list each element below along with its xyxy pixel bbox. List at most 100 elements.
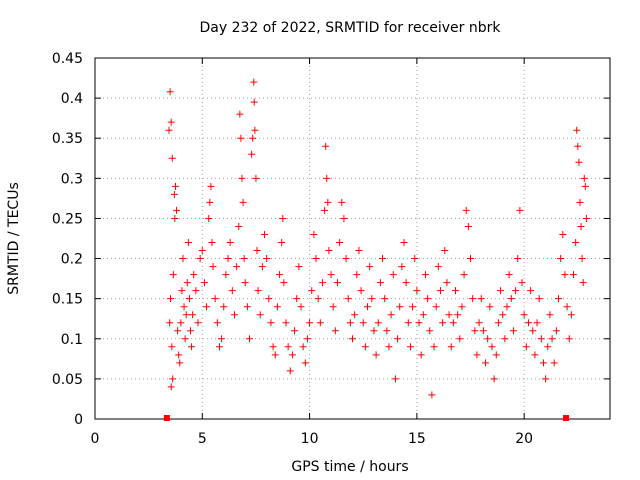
data-point — [183, 279, 191, 287]
data-point — [385, 343, 393, 351]
data-point — [211, 295, 219, 303]
data-point — [524, 319, 532, 327]
data-point — [331, 327, 339, 335]
data-point — [561, 271, 569, 279]
y-tick-label: 0.1 — [61, 332, 83, 348]
data-point — [389, 271, 397, 279]
data-point — [228, 287, 236, 295]
data-point — [497, 287, 505, 295]
data-point — [516, 206, 524, 214]
plot-frame — [94, 57, 611, 420]
data-point — [520, 311, 528, 319]
data-point — [396, 303, 404, 311]
data-point — [220, 303, 228, 311]
data-point — [432, 303, 440, 311]
data-point — [391, 375, 399, 383]
data-point — [192, 287, 200, 295]
data-point — [570, 271, 578, 279]
data-point — [533, 319, 541, 327]
data-point — [194, 319, 202, 327]
data-point — [366, 263, 374, 271]
data-point — [338, 198, 346, 206]
data-point — [381, 295, 389, 303]
data-point — [265, 295, 273, 303]
data-point — [492, 351, 500, 359]
data-point — [535, 295, 543, 303]
data-point — [383, 327, 391, 335]
data-point — [196, 255, 204, 263]
data-point — [548, 335, 556, 343]
data-point — [316, 319, 324, 327]
data-point — [573, 126, 581, 134]
y-tick-label: 0 — [74, 412, 83, 428]
data-point — [253, 247, 261, 255]
data-point — [477, 295, 485, 303]
data-point — [355, 247, 363, 255]
data-point — [475, 319, 483, 327]
data-point — [243, 303, 251, 311]
data-point — [254, 287, 262, 295]
y-tick-label: 0.15 — [52, 292, 83, 308]
y-tick-label: 0.4 — [61, 91, 83, 107]
data-point — [208, 239, 216, 247]
y-tick-label: 0.35 — [52, 131, 83, 147]
y-tick-label: 0.05 — [52, 372, 83, 388]
data-point — [286, 367, 294, 375]
y-tick-label: 0.2 — [61, 252, 83, 268]
data-point — [288, 351, 296, 359]
data-point — [374, 319, 382, 327]
data-point — [449, 319, 457, 327]
data-point — [182, 311, 190, 319]
data-point — [240, 255, 248, 263]
data-point — [299, 343, 307, 351]
data-point — [224, 255, 232, 263]
data-point — [574, 142, 582, 150]
data-point — [370, 327, 378, 335]
data-point — [512, 287, 520, 295]
data-point — [413, 287, 421, 295]
data-point — [173, 206, 181, 214]
data-point — [565, 335, 573, 343]
data-point — [233, 263, 241, 271]
x-tick-label: 15 — [408, 431, 426, 447]
data-point — [557, 255, 565, 263]
data-point — [578, 255, 586, 263]
data-point — [544, 343, 552, 351]
data-point — [237, 134, 245, 142]
data-point — [333, 279, 341, 287]
data-point — [507, 295, 515, 303]
y-tick-label: 0.3 — [61, 171, 83, 187]
data-point — [168, 343, 176, 351]
data-point — [471, 327, 479, 335]
data-point — [306, 319, 314, 327]
data-point — [206, 198, 214, 206]
data-point — [168, 154, 176, 162]
data-point — [406, 343, 414, 351]
data-point — [582, 214, 590, 222]
data-point — [402, 279, 410, 287]
data-point — [531, 351, 539, 359]
x-tick-label: 10 — [301, 431, 319, 447]
data-point — [464, 222, 472, 230]
data-point — [575, 158, 583, 166]
data-point — [278, 239, 286, 247]
data-point — [552, 327, 560, 335]
data-point — [251, 126, 259, 134]
data-point — [327, 271, 335, 279]
data-point — [271, 351, 279, 359]
data-point — [189, 311, 197, 319]
data-point — [409, 303, 417, 311]
data-point — [398, 263, 406, 271]
data-point — [546, 311, 554, 319]
data-point — [555, 295, 562, 303]
data-point — [167, 118, 175, 126]
data-point — [436, 287, 444, 295]
data-point — [169, 375, 177, 383]
data-point — [359, 319, 367, 327]
data-point — [171, 182, 179, 190]
data-point — [372, 351, 380, 359]
data-point — [518, 279, 526, 287]
data-point — [503, 303, 511, 311]
data-point — [273, 303, 281, 311]
data-point — [280, 279, 288, 287]
